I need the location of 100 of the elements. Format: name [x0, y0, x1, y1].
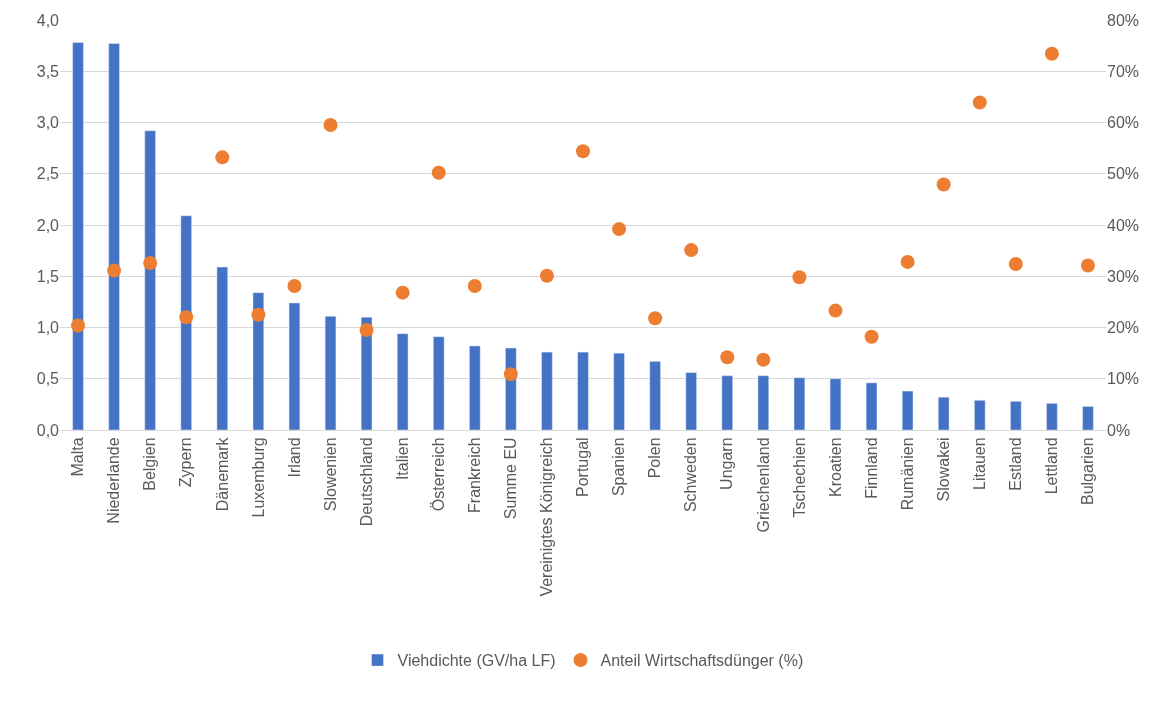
- bar: [433, 336, 445, 430]
- x-tick-label: Schweden: [682, 437, 700, 513]
- x-tick-label: Österreich: [429, 437, 447, 512]
- bar: [216, 266, 228, 430]
- x-tick-label: Griechenland: [754, 437, 772, 533]
- x-tick-label: Irland: [285, 437, 303, 478]
- y2-tick-label: 80%: [1107, 11, 1140, 29]
- legend-label: Viehdichte (GV/ha LF): [397, 652, 556, 670]
- point: [612, 222, 627, 237]
- bar: [865, 382, 878, 430]
- bar: [577, 351, 589, 430]
- bar: [901, 390, 914, 430]
- y-tick-label: 1,5: [36, 267, 60, 285]
- bar: [469, 345, 481, 430]
- point: [828, 303, 843, 318]
- y2-tick-label: 50%: [1107, 165, 1140, 183]
- point: [287, 278, 302, 293]
- x-tick-label: Litauen: [970, 437, 988, 490]
- point: [539, 268, 554, 283]
- point: [792, 270, 807, 285]
- y2-tick-label: 0%: [1107, 421, 1131, 439]
- x-tick-label: Dänemark: [213, 436, 231, 512]
- x-tick-label: Frankreich: [465, 437, 483, 513]
- x-tick-label: Tschechien: [790, 437, 808, 518]
- bar: [938, 396, 950, 430]
- bar: [1082, 406, 1094, 430]
- bar: [72, 42, 84, 430]
- point: [684, 243, 699, 258]
- y-tick-label: 3,0: [36, 114, 60, 132]
- bar: [252, 292, 265, 430]
- point: [864, 329, 879, 344]
- point: [251, 307, 266, 322]
- y2-tick-label: 40%: [1107, 216, 1140, 234]
- bar: [324, 315, 337, 430]
- y2-tick-label: 10%: [1107, 370, 1140, 388]
- y-tick-label: 0,5: [36, 370, 60, 388]
- point: [143, 255, 158, 270]
- y-tick-label: 1,0: [36, 319, 60, 337]
- x-tick-label: Kroatien: [826, 437, 844, 497]
- x-tick-label: Slowakei: [934, 437, 952, 502]
- bar: [721, 375, 733, 430]
- bar: [1046, 403, 1058, 430]
- x-tick-label: Vereinigtes Königreich: [538, 437, 556, 597]
- x-tick-label: Bulgarien: [1079, 437, 1097, 506]
- x-tick-label: Spanien: [610, 437, 628, 497]
- x-tick-label: Luxemburg: [249, 437, 267, 518]
- x-tick-label: Zypern: [177, 437, 195, 488]
- bar: [613, 352, 625, 430]
- y-tick-label: 4,0: [36, 11, 60, 29]
- x-tick-label: Polen: [646, 437, 664, 479]
- point: [107, 263, 122, 278]
- x-tick-label: Belgien: [141, 437, 159, 491]
- point: [71, 318, 86, 333]
- point: [576, 144, 590, 159]
- bar: [108, 43, 120, 430]
- bar: [757, 375, 770, 430]
- x-tick-label: Lettland: [1043, 437, 1061, 495]
- bar: [829, 378, 842, 430]
- point: [936, 177, 951, 192]
- y2-tick-label: 20%: [1107, 319, 1140, 337]
- bar: [288, 302, 301, 430]
- bar: [1010, 401, 1022, 430]
- bar: [793, 377, 806, 430]
- point: [648, 311, 663, 326]
- bar: [396, 333, 409, 430]
- y-tick-label: 2,0: [36, 216, 60, 234]
- y-tick-label: 0,0: [36, 421, 60, 439]
- bar: [144, 130, 156, 430]
- bar: [685, 372, 697, 430]
- point: [756, 352, 771, 367]
- y-tick-label: 2,5: [36, 165, 60, 183]
- point: [1044, 46, 1059, 61]
- x-tick-label: Portugal: [574, 437, 592, 497]
- bar: [974, 400, 986, 430]
- x-tick-label: Niederlande: [105, 437, 123, 524]
- point: [395, 285, 410, 300]
- x-tick-label: Slowenien: [321, 437, 339, 512]
- point: [720, 350, 735, 365]
- y2-tick-label: 30%: [1107, 267, 1140, 285]
- point: [1080, 258, 1095, 273]
- point: [503, 367, 518, 382]
- point: [179, 310, 194, 325]
- y2-tick-label: 60%: [1107, 114, 1140, 132]
- x-tick-label: Malta: [69, 437, 87, 477]
- point: [900, 254, 915, 269]
- x-tick-label: Finnland: [862, 437, 880, 499]
- point: [323, 118, 338, 133]
- x-tick-label: Summe EU: [502, 437, 520, 520]
- x-tick-label: Ungarn: [718, 437, 736, 490]
- bar: [180, 215, 192, 430]
- point: [972, 95, 987, 110]
- y-tick-label: 3,5: [36, 62, 60, 80]
- point: [215, 150, 230, 165]
- x-tick-label: Italien: [393, 437, 411, 481]
- point: [467, 278, 482, 293]
- bar: [541, 351, 553, 430]
- x-tick-label: Estland: [1007, 437, 1025, 491]
- x-tick-label: Rumänien: [898, 437, 916, 511]
- y2-tick-label: 70%: [1107, 62, 1140, 80]
- point: [431, 165, 446, 180]
